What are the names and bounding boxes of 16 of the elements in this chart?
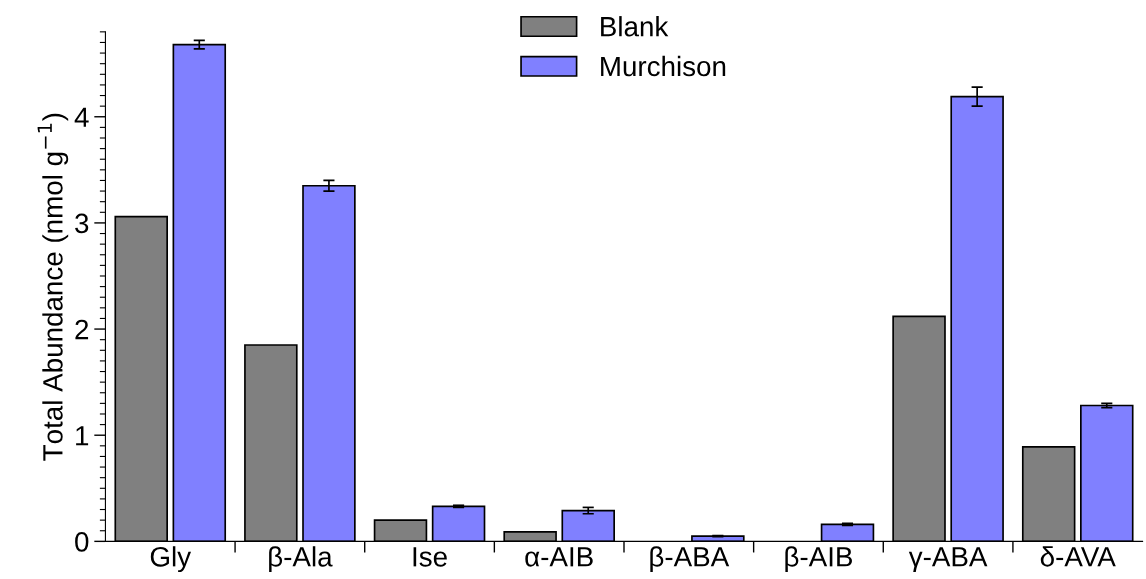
x-tick-label: Gly (150, 546, 192, 573)
x-tick-label: α-AIB (525, 547, 593, 567)
y-tick-label: 3 (75, 213, 89, 234)
x-tick-label: β-AIB (785, 546, 852, 573)
y-tick-label: 0 (75, 532, 89, 552)
y-tick-label: 2 (75, 319, 89, 340)
y-axis-title: Total Abundance (nmol g$^{−1}$) (37, 113, 69, 461)
x-tick-label: δ-AVA (1040, 546, 1116, 567)
y-tick-label: 1 (76, 426, 89, 446)
legend-label: Blank (601, 16, 669, 37)
x-tick-label: γ-ABA (908, 547, 988, 573)
legend-label: Murchison (601, 55, 726, 77)
x-tick-label: β-ABA (650, 546, 730, 573)
x-tick-label: β-Ala (269, 546, 333, 573)
y-tick-label: 4 (74, 107, 89, 127)
x-tick-label: Ise (413, 547, 447, 567)
